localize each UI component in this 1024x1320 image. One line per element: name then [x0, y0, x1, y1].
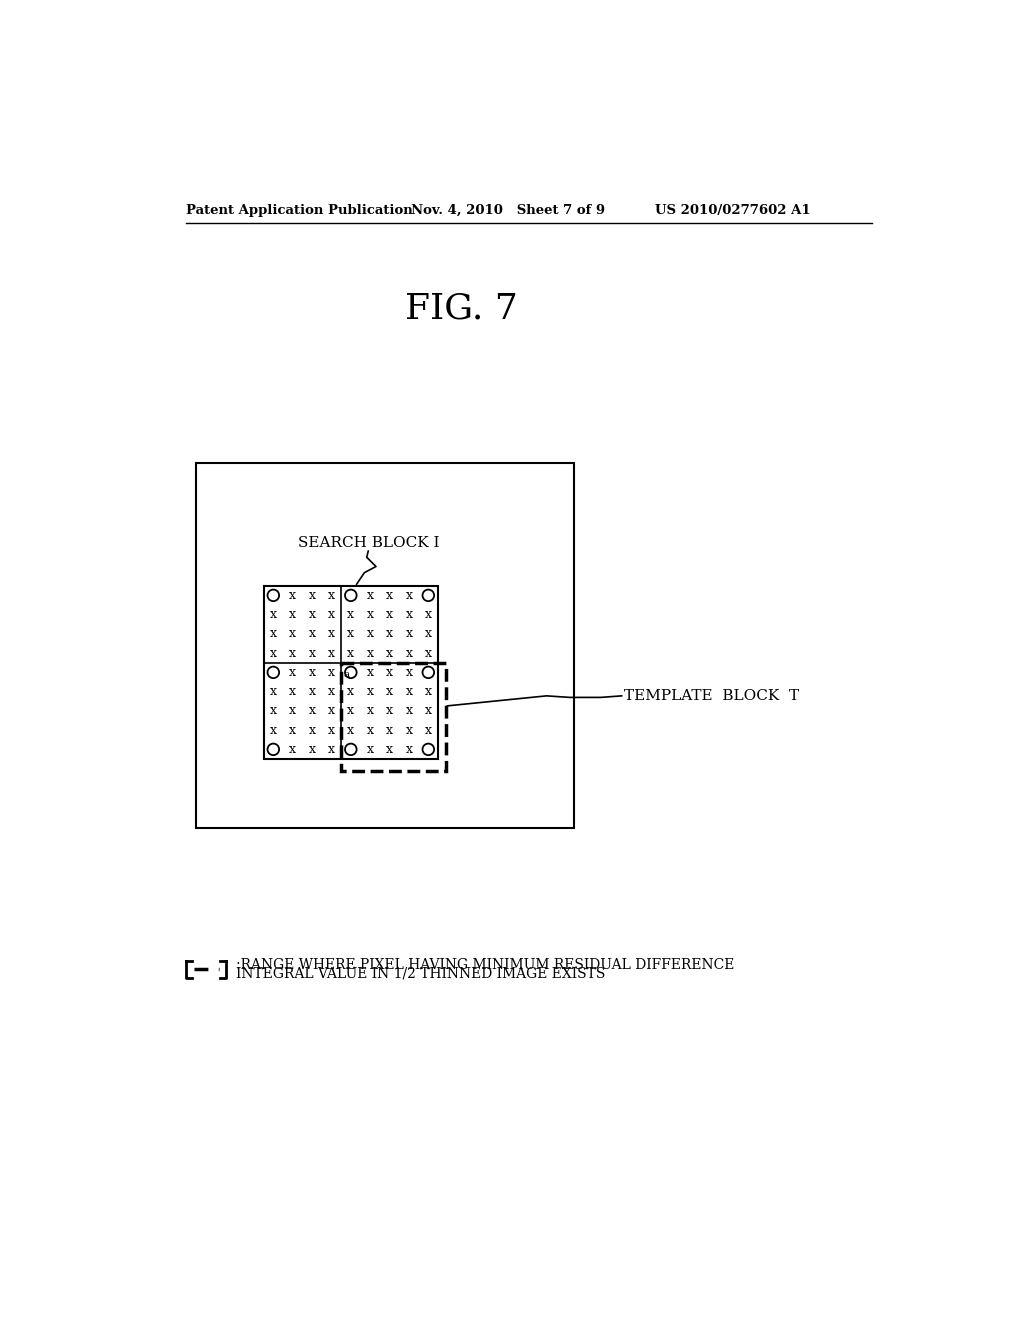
Text: x: x	[406, 723, 413, 737]
Text: x: x	[308, 743, 315, 756]
Text: x: x	[406, 627, 413, 640]
Text: x: x	[289, 705, 296, 717]
Text: x: x	[308, 609, 315, 622]
Text: INTEGRAL VALUE IN 1/2 THINNED IMAGE EXISTS: INTEGRAL VALUE IN 1/2 THINNED IMAGE EXIS…	[236, 968, 605, 981]
Text: x: x	[386, 589, 393, 602]
Text: x: x	[347, 723, 354, 737]
Text: x: x	[406, 665, 413, 678]
Text: x: x	[425, 647, 432, 660]
Text: x: x	[328, 609, 335, 622]
Text: x: x	[328, 647, 335, 660]
Text: x: x	[328, 705, 335, 717]
Text: x: x	[406, 685, 413, 698]
Text: x: x	[289, 685, 296, 698]
Text: TEMPLATE  BLOCK  T: TEMPLATE BLOCK T	[624, 689, 799, 702]
Bar	[197, 462, 573, 829]
Text: US 2010/0277602 A1: US 2010/0277602 A1	[655, 205, 811, 218]
Text: x: x	[367, 627, 374, 640]
Bar	[341, 663, 445, 771]
Text: x: x	[386, 609, 393, 622]
Text: x: x	[367, 647, 374, 660]
Text: x: x	[308, 685, 315, 698]
Text: x: x	[406, 743, 413, 756]
Text: x: x	[269, 609, 276, 622]
Text: x: x	[367, 705, 374, 717]
Text: x: x	[328, 685, 335, 698]
Text: x: x	[269, 627, 276, 640]
Text: SEARCH BLOCK I: SEARCH BLOCK I	[298, 536, 439, 550]
Text: x: x	[269, 647, 276, 660]
Text: x: x	[289, 609, 296, 622]
Text: Patent Application Publication: Patent Application Publication	[186, 205, 413, 218]
Text: x: x	[269, 705, 276, 717]
Text: x: x	[347, 647, 354, 660]
Text: x: x	[386, 705, 393, 717]
Text: x: x	[386, 647, 393, 660]
Text: x: x	[386, 685, 393, 698]
Text: x: x	[386, 627, 393, 640]
Text: a: a	[343, 671, 349, 680]
Text: x: x	[347, 685, 354, 698]
Text: x: x	[386, 743, 393, 756]
Text: x: x	[425, 627, 432, 640]
Text: x: x	[406, 705, 413, 717]
Text: x: x	[269, 723, 276, 737]
Text: x: x	[308, 627, 315, 640]
Text: x: x	[308, 589, 315, 602]
Text: x: x	[386, 665, 393, 678]
Text: x: x	[367, 743, 374, 756]
Text: x: x	[425, 723, 432, 737]
Text: x: x	[425, 705, 432, 717]
Text: x: x	[289, 647, 296, 660]
Text: x: x	[425, 685, 432, 698]
Text: x: x	[308, 705, 315, 717]
Text: x: x	[308, 723, 315, 737]
Text: x: x	[425, 609, 432, 622]
Text: x: x	[289, 589, 296, 602]
Text: x: x	[347, 627, 354, 640]
Text: x: x	[328, 665, 335, 678]
Text: x: x	[367, 589, 374, 602]
Text: x: x	[289, 743, 296, 756]
Text: :RANGE WHERE PIXEL HAVING MINIMUM RESIDUAL DIFFERENCE: :RANGE WHERE PIXEL HAVING MINIMUM RESIDU…	[236, 958, 734, 972]
Text: x: x	[328, 723, 335, 737]
Text: x: x	[367, 665, 374, 678]
Text: x: x	[406, 609, 413, 622]
Text: x: x	[328, 589, 335, 602]
Text: x: x	[308, 647, 315, 660]
Text: FIG. 7: FIG. 7	[404, 292, 517, 326]
Text: x: x	[328, 627, 335, 640]
Text: x: x	[289, 723, 296, 737]
Text: x: x	[269, 685, 276, 698]
Text: x: x	[367, 609, 374, 622]
Text: x: x	[328, 743, 335, 756]
Text: x: x	[386, 723, 393, 737]
Text: x: x	[289, 665, 296, 678]
Text: x: x	[406, 647, 413, 660]
Text: x: x	[347, 609, 354, 622]
Bar	[263, 586, 438, 759]
Text: x: x	[406, 589, 413, 602]
Text: x: x	[289, 627, 296, 640]
Text: x: x	[367, 723, 374, 737]
Text: x: x	[367, 685, 374, 698]
Text: x: x	[308, 665, 315, 678]
Text: x: x	[347, 705, 354, 717]
Text: Nov. 4, 2010   Sheet 7 of 9: Nov. 4, 2010 Sheet 7 of 9	[411, 205, 605, 218]
